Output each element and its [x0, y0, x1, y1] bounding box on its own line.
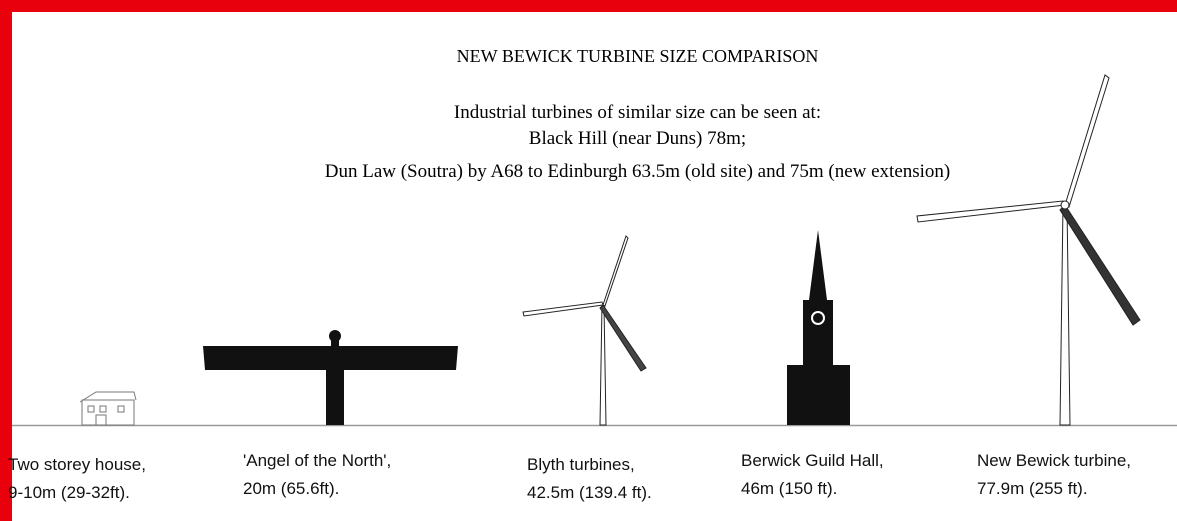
intro-line: Black Hill (near Duns) 78m;	[0, 128, 1177, 150]
drawing	[0, 0, 1177, 521]
item-label: New Bewick turbine,77.9m (255 ft).	[977, 447, 1131, 503]
item-size: 9-10m (29-32ft).	[8, 479, 146, 507]
berwick-guild-hall	[787, 230, 850, 425]
item-size: 20m (65.6ft).	[243, 475, 391, 503]
border-left	[0, 0, 12, 521]
title: NEW BEWICK TURBINE SIZE COMPARISON	[0, 46, 1177, 67]
blyth-turbine	[523, 236, 646, 425]
item-size: 42.5m (139.4 ft).	[527, 479, 652, 507]
item-label: 'Angel of the North',20m (65.6ft).	[243, 447, 391, 503]
item-name: New Bewick turbine,	[977, 447, 1131, 475]
house	[80, 392, 136, 425]
border-top	[0, 0, 1177, 12]
item-size: 77.9m (255 ft).	[977, 475, 1131, 503]
item-name: Blyth turbines,	[527, 451, 652, 479]
item-size: 46m (150 ft).	[741, 475, 884, 503]
item-name: 'Angel of the North',	[243, 447, 391, 475]
item-name: Two storey house,	[8, 451, 146, 479]
item-label: Blyth turbines,42.5m (139.4 ft).	[527, 451, 652, 507]
page: NEW BEWICK TURBINE SIZE COMPARISON Indus…	[0, 0, 1177, 521]
intro-line: Dun Law (Soutra) by A68 to Edinburgh 63.…	[0, 161, 1177, 183]
intro-line: Industrial turbines of similar size can …	[0, 102, 1177, 124]
angel-of-the-north	[203, 330, 458, 425]
item-label: Berwick Guild Hall,46m (150 ft).	[741, 447, 884, 503]
item-label: Two storey house,9-10m (29-32ft).	[8, 451, 146, 507]
item-name: Berwick Guild Hall,	[741, 447, 884, 475]
